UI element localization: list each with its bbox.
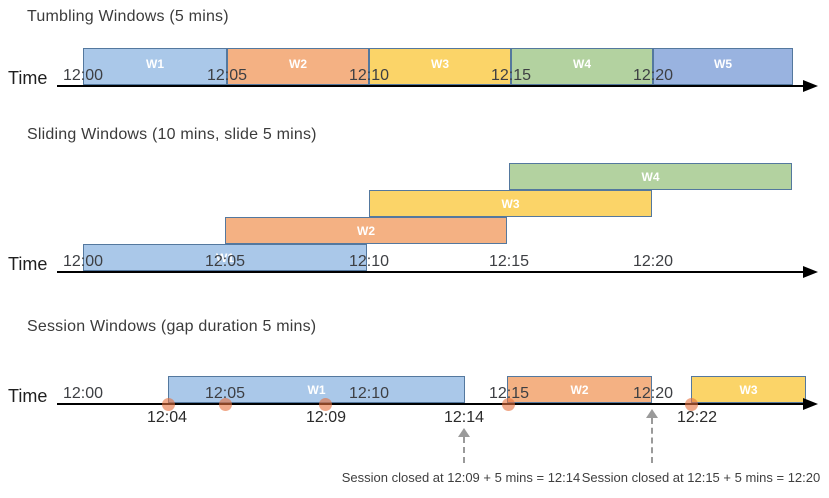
- tumbling-tick-label: 12:00: [62, 67, 104, 84]
- sliding-window-label-w2: W2: [357, 223, 375, 238]
- tumbling-window-label-w2: W2: [289, 57, 307, 71]
- sliding-time-axis-label: Time: [8, 254, 48, 274]
- session-event-dot: [218, 397, 232, 411]
- tumbling-tick-label: 12:20: [632, 67, 674, 84]
- sliding-tick-label: 12:15: [488, 253, 530, 270]
- tumbling-window-w5: W5: [653, 48, 793, 85]
- session-window-w2: W2: [507, 376, 652, 403]
- session-event-dot: [684, 397, 698, 411]
- sliding-tick-label: 12:20: [632, 253, 674, 270]
- tumbling-window-w2: W2: [227, 48, 369, 85]
- sliding-window-w1: W1: [83, 244, 367, 271]
- sliding-time-axis: [57, 271, 804, 273]
- tumbling-tick-label: 12:15: [490, 67, 532, 84]
- session-annotation-arrowhead-icon: [646, 409, 658, 418]
- sliding-window-label-w4: W4: [641, 169, 660, 184]
- session-tick-label: 12:20: [632, 385, 674, 402]
- session-time-axis-label: Time: [8, 386, 48, 406]
- session-event-time-label: 12:04: [146, 409, 188, 426]
- session-time-axis: [57, 403, 804, 405]
- tumbling-tick-label: 12:10: [348, 67, 390, 84]
- sliding-axis-arrowhead-icon: [803, 266, 818, 278]
- session-tick-label: 12:00: [62, 385, 104, 402]
- sliding-window-label-w3: W3: [501, 196, 520, 211]
- session-tick-label: 12:15: [488, 385, 530, 402]
- sliding-window-w4: W4: [509, 163, 792, 190]
- session-window-w1: W1: [168, 376, 465, 403]
- session-window-label-w1: W1: [307, 382, 326, 397]
- sliding-window-w3: W3: [369, 190, 652, 217]
- session-event-dot: [161, 397, 175, 411]
- tumbling-tick-label: 12:05: [206, 67, 248, 84]
- session-axis-arrowhead-icon: [803, 398, 818, 410]
- tumbling-time-axis-label: Time: [8, 68, 48, 88]
- session-annotation-arrow-line: [463, 437, 465, 463]
- sliding-tick-label: 12:05: [204, 253, 246, 270]
- tumbling-axis-arrowhead-icon: [803, 80, 818, 92]
- sliding-section-title: Sliding Windows (10 mins, slide 5 mins): [27, 126, 317, 143]
- session-tick-label: 12:10: [348, 385, 390, 402]
- tumbling-window-w1: W1: [83, 48, 227, 85]
- session-annotation-arrow-line: [651, 418, 653, 463]
- session-event-time-label: 12:22: [676, 409, 718, 426]
- session-window-w3: W3: [691, 376, 806, 403]
- session-tick-label: 12:05: [204, 385, 246, 402]
- tumbling-time-axis: [57, 85, 804, 87]
- tumbling-window-label-w1: W1: [146, 57, 164, 71]
- session-window-label-w2: W2: [570, 382, 589, 397]
- tumbling-window-label-w4: W4: [573, 57, 591, 71]
- tumbling-section-title: Tumbling Windows (5 mins): [27, 8, 229, 25]
- tumbling-window-w3: W3: [369, 48, 511, 85]
- session-event-dot: [318, 397, 332, 411]
- session-annotation-text: Session closed at 12:15 + 5 mins = 12:20: [581, 470, 821, 485]
- sliding-window-label-w1: W1: [216, 250, 234, 265]
- sliding-tick-label: 12:10: [348, 253, 390, 270]
- session-window-label-w3: W3: [739, 382, 758, 397]
- session-event-dot: [501, 397, 515, 411]
- tumbling-window-w4: W4: [511, 48, 653, 85]
- session-section-title: Session Windows (gap duration 5 mins): [27, 318, 317, 335]
- tumbling-window-label-w3: W3: [431, 57, 449, 71]
- sliding-window-w2: W2: [225, 217, 507, 244]
- session-annotation-text: Session closed at 12:09 + 5 mins = 12:14: [341, 470, 581, 485]
- session-event-time-label: 12:09: [305, 409, 347, 426]
- tumbling-window-label-w5: W5: [714, 57, 732, 71]
- session-annotation-arrowhead-icon: [458, 428, 470, 437]
- session-event-time-label: 12:14: [443, 409, 485, 426]
- sliding-tick-label: 12:00: [62, 253, 104, 270]
